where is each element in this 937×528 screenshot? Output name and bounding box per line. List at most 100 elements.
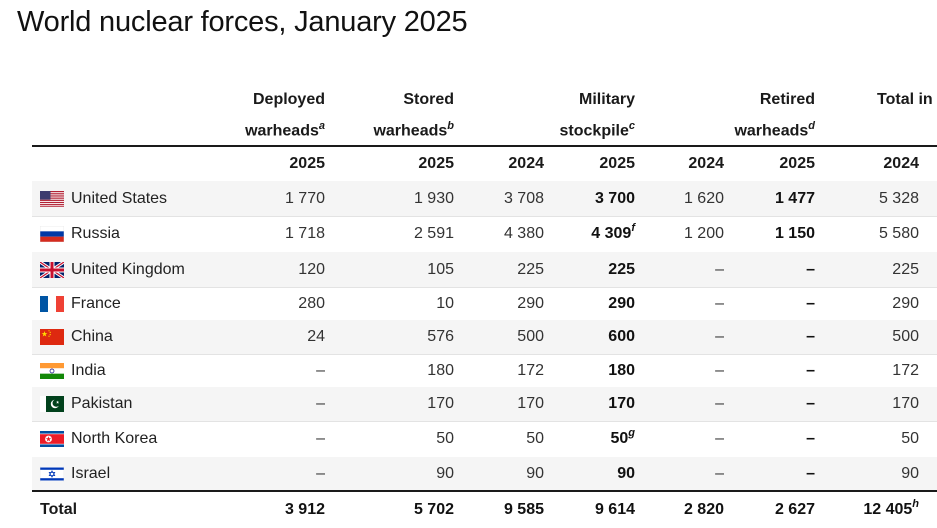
military-2024-cell: 4 380 [503,225,544,242]
pakistan-flag-icon [40,396,64,412]
table-row: United States 1 770 1 930 3 708 3 700 1 620 1 … [32,181,937,217]
deployed-cell: 1 770 [284,189,325,207]
header-military-stockpile: Military stockpilec [559,91,635,140]
retired-2024-cell: 1 200 [683,225,724,242]
military-2024-cell: 225 [517,260,544,278]
military-2025-cell: 90 [617,464,635,482]
military-2024-cell: 172 [517,361,544,379]
retired-2024-cell: – [715,464,724,482]
country-cell: Pakistan [40,387,132,421]
retired-2024-cell: – [715,328,724,345]
china-flag-icon [40,329,64,345]
table-row: North Korea – 50 50 50 g – – 50 [32,421,937,458]
total-2024-cell: 500 [892,328,919,345]
country-name: Russia [71,225,120,242]
country-name: North Korea [71,430,158,447]
deployed-cell: 120 [298,260,325,278]
country-cell: India [40,354,106,387]
retired-2024-cell: – [715,260,724,278]
year-total-2024: 2024 [883,155,919,172]
total-rule [32,490,937,492]
total-2024-cell: 5 580 [878,225,919,242]
retired-2025-cell: 1 150 [774,225,815,242]
military-2025-cell: 170 [608,395,635,412]
header-rule [32,145,937,147]
total-row: Total 3 912 5 702 9 585 9 614 2 820 2 62… [32,492,937,528]
nuclear-forces-table: Deployed warheadsa Stored warheadsb Mili… [32,84,937,528]
country-cell: Israel [40,457,110,490]
military-2025-cell: 180 [608,361,635,379]
year-retired-2025: 2025 [779,155,815,172]
retired-2025-cell: – [806,361,815,379]
total-2024-cell: 90 [901,464,919,482]
retired-2025-cell: – [806,328,815,345]
retired-2024-cell: – [715,395,724,412]
north-korea-flag-icon [40,431,64,447]
stored-cell: 50 [436,430,454,447]
total-deployed: 3 912 [284,501,325,518]
total-military-2024: 9 585 [503,501,544,518]
table-row: China 24 576 500 600 – – 500 [32,320,937,355]
total-retired-2024: 2 820 [683,501,724,518]
military-2024-cell: 500 [517,328,544,345]
country-cell: China [40,320,113,354]
year-stored-2025: 2025 [418,155,454,172]
deployed-cell: 24 [307,328,325,345]
deployed-cell: – [316,361,325,379]
military-2025-cell: 50 g [610,427,635,447]
country-cell: France [40,287,121,320]
country-name: United Kingdom [71,260,185,278]
deployed-cell: – [316,395,325,412]
military-2024-cell: 50 [526,430,544,447]
total-inventory-2024: 12 405 h [863,498,919,518]
stored-cell: 1 930 [413,189,454,207]
table-row: Israel – 90 90 90 – – 90 [32,457,937,491]
year-row: 2025 2025 2024 2025 2024 2025 2024 [32,147,937,182]
military-2024-cell: 90 [526,464,544,482]
military-2025-cell: 3 700 [594,189,635,207]
table-row: Pakistan – 170 170 170 – – 170 [32,387,937,422]
table-row: India – 180 172 180 – – 172 [32,354,937,388]
military-2024-cell: 290 [517,294,544,312]
retired-2024-cell: 1 620 [683,189,724,207]
country-name: France [71,294,121,312]
stored-cell: 10 [436,294,454,312]
country-cell: United States [40,181,167,216]
total-military-2025: 9 614 [594,501,635,518]
country-name: Pakistan [71,395,133,412]
us-flag-icon [40,190,64,207]
retired-2025-cell: – [806,464,815,482]
total-2024-cell: 225 [892,260,919,278]
india-flag-icon [40,362,64,379]
retired-2024-cell: – [715,361,724,379]
retired-2024-cell: – [715,430,724,447]
country-cell: Russia [40,216,120,252]
table-row: France 280 10 290 290 – – 290 [32,287,937,321]
military-2025-cell: 4 309 f [591,222,635,242]
retired-2025-cell: – [806,294,815,312]
country-name: Israel [71,464,111,482]
total-label: Total [40,501,78,518]
header-retired: Retired warheadsd [734,91,815,140]
stored-cell: 105 [427,260,454,278]
military-2025-cell: 290 [608,294,635,312]
country-name: United States [71,189,168,207]
country-cell: North Korea [40,421,157,457]
russia-flag-icon [40,226,64,242]
total-2024-cell: 5 328 [878,189,919,207]
deployed-cell: 280 [298,294,325,312]
deployed-cell: – [316,464,325,482]
stored-cell: 170 [427,395,454,412]
total-stored: 5 702 [413,501,454,518]
country-cell: United Kingdom [40,252,185,287]
deployed-cell: – [316,430,325,447]
header-total-inventory: Total in [877,91,933,108]
total-2024-cell: 170 [892,395,919,412]
stored-cell: 2 591 [413,225,454,242]
year-military-2024: 2024 [508,155,544,172]
stored-cell: 180 [427,361,454,379]
year-retired-2024: 2024 [688,155,724,172]
table-row: Russia 1 718 2 591 4 380 4 309 f 1 200 1 150 5 5… [32,216,937,253]
country-name: China [71,328,113,345]
stored-cell: 90 [436,464,454,482]
